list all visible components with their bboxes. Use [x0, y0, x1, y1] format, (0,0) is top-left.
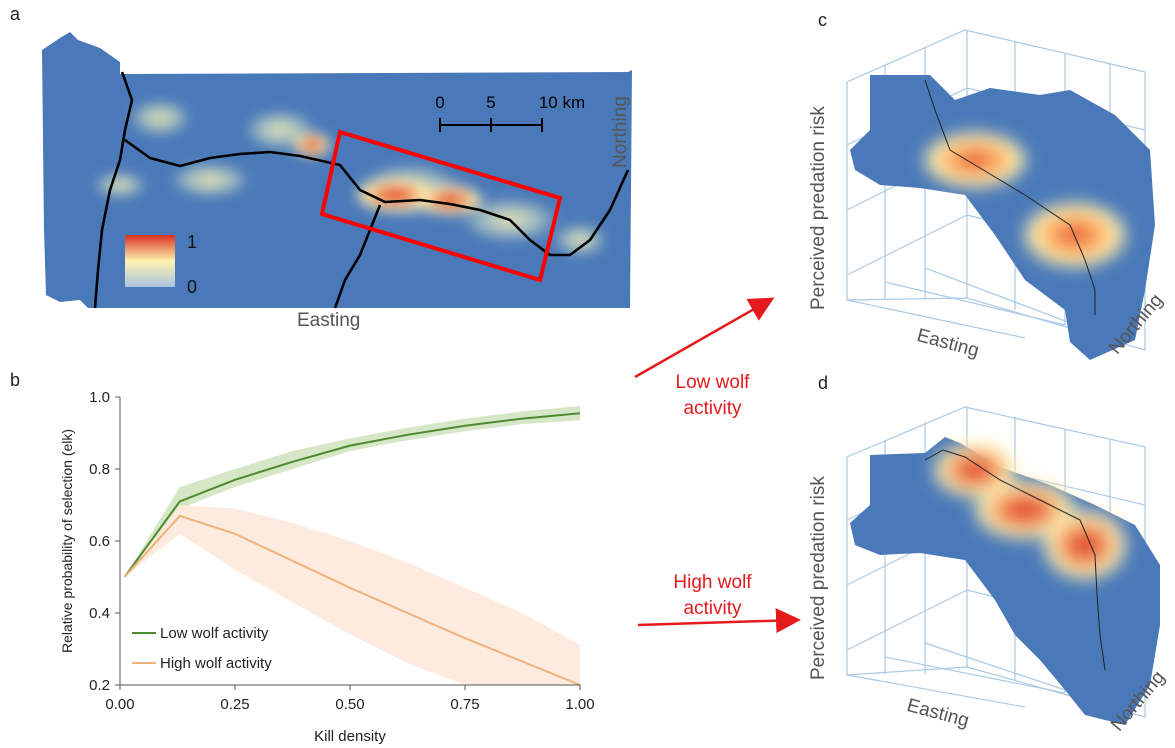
series-line-0	[123, 412, 581, 578]
y-tick-label: 1.0	[89, 389, 110, 406]
y-axis-title: Relative probability of selection (elk)	[59, 429, 75, 653]
legend-label-1: High wolf activity	[160, 655, 272, 672]
low-activity-arrow	[634, 297, 775, 379]
low-activity-label: Low wolf activity	[675, 372, 750, 419]
x-tick-label: 0.25	[220, 696, 249, 713]
x-tick-label: 1.00	[565, 696, 594, 713]
series-band-1	[124, 505, 580, 685]
arrows	[634, 297, 801, 634]
map-y-label: Northing	[610, 96, 631, 168]
kill-density-chart: 0.2 0.4 0.6 0.8 1.0 0.00 0.25 0.50 0.75 1.00 Kill …	[59, 389, 595, 745]
y-tick-label: 0.6	[89, 533, 110, 550]
y-tick-label: 0.8	[89, 461, 110, 478]
y-tick-label: 0.4	[89, 605, 110, 622]
panel-letter-b: b	[10, 370, 21, 390]
surface-low	[846, 29, 1155, 360]
study-area-box	[319, 129, 563, 283]
high-activity-label: High wolf activity	[673, 572, 752, 619]
x-tick-label: 0.75	[450, 696, 479, 713]
x-tick-label: 0.00	[105, 696, 134, 713]
map-legend-colorbar	[125, 235, 175, 287]
scale-tick-0: 0	[435, 93, 444, 112]
series-band-0	[124, 406, 580, 577]
high-activity-arrow	[637, 608, 801, 634]
scale-tick-10: 10 km	[539, 93, 585, 112]
panel-letter-a: a	[10, 4, 21, 24]
map-legend-min: 0	[187, 277, 197, 297]
legend-label-0: Low wolf activity	[160, 625, 269, 642]
heat-map: 0 5 10 km 1 0	[42, 32, 632, 309]
series-line-1	[123, 514, 581, 686]
panel-letter-c: c	[818, 10, 827, 30]
surface-high	[846, 406, 1160, 725]
panel-letter-d: d	[818, 373, 829, 393]
surface-high-z-label: Perceived predation risk	[808, 476, 829, 680]
map-x-label: Easting	[297, 310, 361, 331]
y-tick-label: 0.2	[89, 677, 110, 694]
x-axis-title: Kill density	[314, 728, 386, 745]
surface-low-z-label: Perceived predation risk	[808, 106, 829, 310]
scale-tick-5: 5	[486, 93, 495, 112]
map-legend-max: 1	[187, 232, 197, 252]
scale-bar	[439, 118, 543, 132]
x-tick-label: 0.50	[335, 696, 364, 713]
